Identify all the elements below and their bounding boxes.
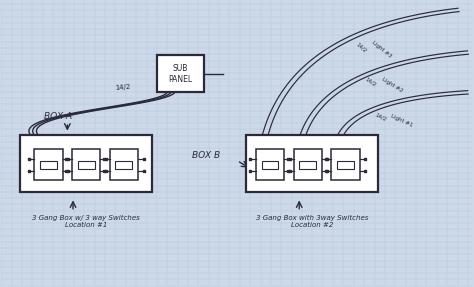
Text: Light #3: Light #3 (371, 40, 392, 59)
Bar (116, 160, 132, 169)
Bar (299, 160, 316, 169)
Text: BOX B: BOX B (192, 151, 220, 160)
Text: Light #2: Light #2 (381, 77, 403, 93)
Text: Light #1: Light #1 (390, 113, 413, 127)
Bar (20, 135, 152, 192)
Text: 14/2: 14/2 (374, 112, 387, 122)
Bar (35, 149, 63, 181)
Bar (256, 149, 284, 181)
Text: BOX A: BOX A (44, 112, 72, 121)
Bar (246, 135, 378, 192)
Text: 3 Gang Box w/ 3 way Switches
Location #1: 3 Gang Box w/ 3 way Switches Location #1 (32, 215, 140, 228)
Text: SUB
PANEL: SUB PANEL (168, 64, 192, 84)
Bar (110, 149, 138, 181)
Bar (40, 160, 57, 169)
Bar (157, 55, 204, 92)
Bar (293, 149, 322, 181)
Text: 14/2: 14/2 (355, 42, 367, 54)
Bar (337, 160, 354, 169)
Bar (331, 149, 359, 181)
Bar (78, 160, 95, 169)
Text: 14/2: 14/2 (364, 76, 377, 88)
Bar (72, 149, 100, 181)
Text: 14/2: 14/2 (115, 84, 130, 92)
Text: 3 Gang Box with 3way Switches
Location #2: 3 Gang Box with 3way Switches Location #… (256, 215, 369, 228)
Bar (262, 160, 278, 169)
